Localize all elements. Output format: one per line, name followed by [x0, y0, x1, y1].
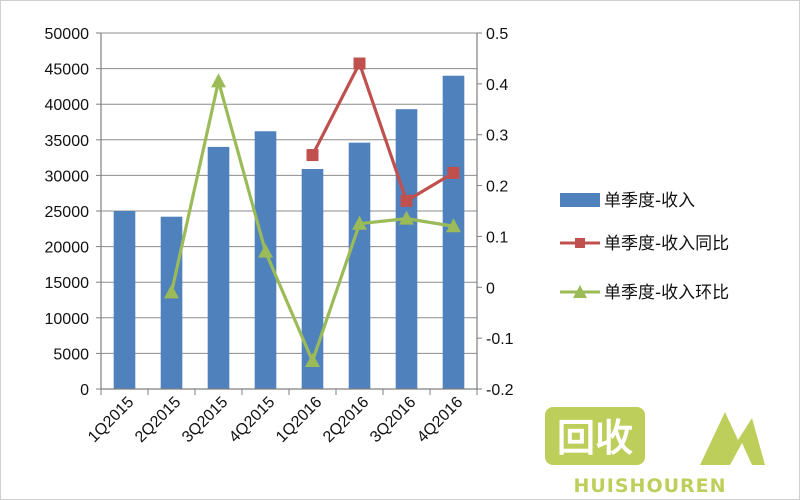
y-right-tick-label: 0 [486, 280, 495, 297]
data-point-triangle [258, 243, 273, 258]
bar [442, 75, 465, 389]
bar [160, 216, 183, 389]
y-right-tick-label: -0.2 [486, 382, 514, 399]
legend-swatch-bar [560, 193, 600, 207]
bar-series [113, 75, 465, 390]
legend-label-revenue: 单季度-收入 [604, 191, 695, 211]
y-left-tick-label: 0 [80, 382, 89, 399]
legend: 单季度-收入 单季度-收入同比 单季度-收入环比 [560, 191, 729, 303]
y-left-tick-label: 10000 [45, 311, 90, 328]
watermark-box [545, 407, 645, 465]
bar [395, 109, 418, 390]
y-right-tick-label: 0.4 [486, 77, 508, 94]
legend-label-yoy: 单季度-收入同比 [604, 234, 729, 254]
y-left-tick-label: 50000 [45, 26, 90, 43]
legend-item-yoy: 单季度-收入同比 [560, 234, 729, 254]
y-left-tick-label: 5000 [53, 346, 89, 363]
line-series [164, 57, 461, 368]
legend-marker-square [575, 238, 585, 248]
legend-label-qoq: 单季度-收入环比 [604, 283, 729, 303]
data-point-square [447, 166, 460, 179]
watermark-text: HUISHOUREN [573, 475, 726, 497]
bar [254, 131, 277, 390]
watermark-logo: 回收 HUISHOUREN [545, 407, 765, 497]
y-left-tick-label: 25000 [45, 204, 90, 221]
y-right-tick-label: 0.2 [486, 179, 508, 196]
data-point-triangle [399, 210, 414, 225]
y-left-tick-label: 15000 [45, 275, 90, 292]
data-point-triangle [164, 284, 179, 299]
bar [113, 211, 136, 389]
data-point-square [353, 57, 366, 70]
axes [96, 32, 482, 395]
y-left-tick-label: 30000 [45, 168, 90, 185]
data-point-triangle [446, 218, 461, 233]
series-line [311, 61, 455, 203]
y-left-tick-label: 20000 [45, 240, 90, 257]
y-left-tick-label: 40000 [45, 97, 90, 114]
y-right-tick-label: 0.1 [486, 229, 508, 246]
y-left-tick-label: 35000 [45, 133, 90, 150]
y-left-tick-label: 45000 [45, 62, 90, 79]
bar [207, 146, 230, 389]
bar [301, 168, 324, 389]
watermark-leaf-icon [700, 412, 765, 465]
watermark-logo-text: 回收 [557, 416, 633, 460]
legend-item-revenue: 单季度-收入 [560, 191, 695, 211]
y-right-tick-label: -0.1 [486, 331, 514, 348]
legend-marker-triangle [573, 285, 587, 298]
data-point-square [400, 194, 413, 207]
data-point-triangle [305, 353, 320, 368]
data-point-triangle [211, 73, 226, 88]
data-point-square [306, 149, 319, 162]
bar [348, 142, 371, 389]
y-right-tick-label: 0.3 [486, 128, 508, 145]
y-right-tick-label: 0.5 [486, 26, 508, 43]
data-point-triangle [352, 215, 367, 230]
legend-item-qoq: 单季度-收入环比 [560, 283, 729, 303]
